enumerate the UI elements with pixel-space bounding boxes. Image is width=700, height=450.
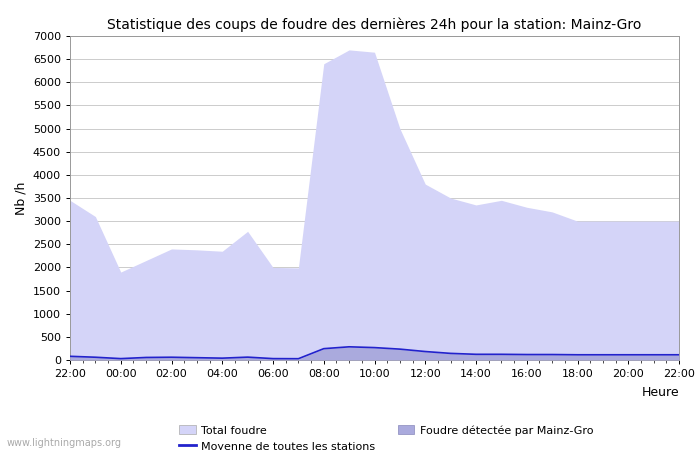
Text: Heure: Heure: [641, 386, 679, 399]
Legend: Total foudre, Moyenne de toutes les stations, Foudre détectée par Mainz-Gro: Total foudre, Moyenne de toutes les stat…: [179, 425, 594, 450]
Title: Statistique des coups de foudre des dernières 24h pour la station: Mainz-Gro: Statistique des coups de foudre des dern…: [107, 18, 642, 32]
Y-axis label: Nb /h: Nb /h: [14, 181, 27, 215]
Text: www.lightningmaps.org: www.lightningmaps.org: [7, 438, 122, 448]
